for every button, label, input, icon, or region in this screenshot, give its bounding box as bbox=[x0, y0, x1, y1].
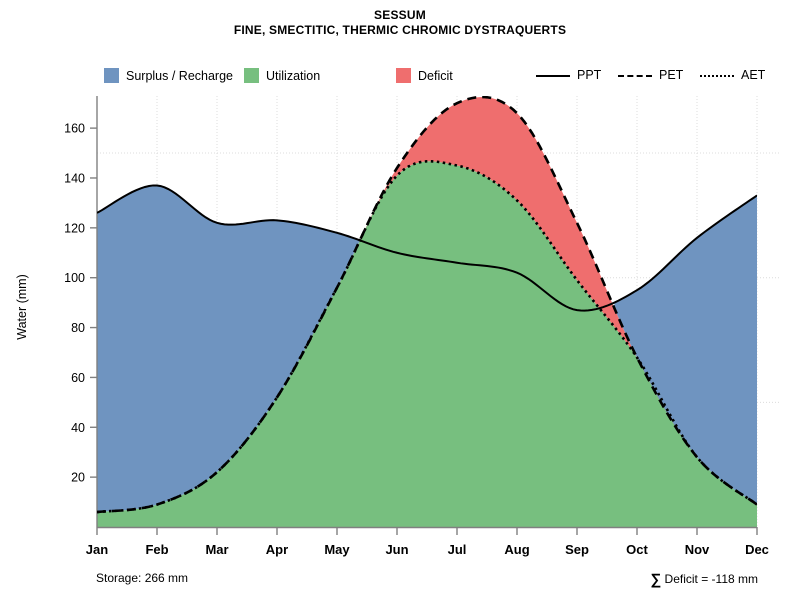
tick-labels: 20 40 60 80 100 120 140 160 Jan Feb Mar Apr May Jun Ju… bbox=[64, 122, 769, 557]
svg-text:Jun: Jun bbox=[385, 542, 408, 557]
page-title: SESSUM bbox=[374, 8, 426, 22]
svg-text:Dec: Dec bbox=[745, 542, 769, 557]
chart-title-block: SESSUM FINE, SMECTITIC, THERMIC CHROMIC … bbox=[0, 8, 800, 38]
legend-label-pet: PET bbox=[659, 68, 684, 82]
svg-text:40: 40 bbox=[71, 421, 85, 435]
legend-line-dotted-icon bbox=[700, 69, 734, 81]
svg-text:160: 160 bbox=[64, 122, 85, 136]
deficit-annotation-text: Deficit = -118 mm bbox=[664, 572, 758, 586]
svg-text:Jan: Jan bbox=[86, 542, 108, 557]
svg-text:Mar: Mar bbox=[205, 542, 228, 557]
svg-text:80: 80 bbox=[71, 321, 85, 335]
legend-item-deficit[interactable]: Deficit bbox=[396, 68, 453, 83]
legend-line-solid-icon bbox=[536, 69, 570, 81]
legend-item-ppt[interactable]: PPT bbox=[536, 68, 601, 82]
legend-line-dashed-icon bbox=[618, 69, 652, 81]
area-fills bbox=[97, 97, 757, 527]
legend-label-ppt: PPT bbox=[577, 68, 602, 82]
sigma-icon: ∑ bbox=[650, 571, 662, 588]
chart-subtitle: FINE, SMECTITIC, THERMIC CHROMIC DYSTRAQ… bbox=[233, 23, 567, 37]
svg-text:Oct: Oct bbox=[626, 542, 648, 557]
svg-text:Apr: Apr bbox=[266, 542, 288, 557]
svg-text:120: 120 bbox=[64, 221, 85, 235]
svg-text:100: 100 bbox=[64, 271, 85, 285]
chart-legend: Surplus / Recharge Utilization Deficit P… bbox=[0, 66, 800, 88]
storage-annotation: Storage: 266 mm bbox=[96, 571, 189, 585]
legend-label-aet: AET bbox=[741, 68, 766, 82]
svg-text:20: 20 bbox=[71, 471, 85, 485]
svg-text:Sep: Sep bbox=[565, 542, 589, 557]
legend-swatch-deficit-icon bbox=[396, 68, 411, 83]
legend-item-aet[interactable]: AET bbox=[700, 68, 765, 82]
legend-label-utilization: Utilization bbox=[266, 68, 321, 83]
deficit-annotation: ∑ Deficit = -118 mm bbox=[650, 571, 758, 588]
legend-label-surplus: Surplus / Recharge bbox=[126, 68, 234, 83]
svg-text:Aug: Aug bbox=[504, 542, 529, 557]
svg-text:Feb: Feb bbox=[145, 542, 168, 557]
legend-item-pet[interactable]: PET bbox=[618, 68, 683, 82]
legend-swatch-utilization-icon bbox=[244, 68, 259, 83]
axes bbox=[90, 96, 758, 535]
series-lines bbox=[97, 96, 757, 514]
legend-swatch-surplus-icon bbox=[104, 68, 119, 83]
svg-text:60: 60 bbox=[71, 371, 85, 385]
svg-text:May: May bbox=[324, 542, 350, 557]
legend-item-utilization[interactable]: Utilization bbox=[244, 68, 320, 83]
legend-label-deficit: Deficit bbox=[418, 68, 453, 83]
legend-item-surplus[interactable]: Surplus / Recharge bbox=[104, 68, 233, 83]
svg-text:Nov: Nov bbox=[685, 542, 710, 557]
svg-text:Jul: Jul bbox=[448, 542, 467, 557]
svg-text:140: 140 bbox=[64, 171, 85, 185]
